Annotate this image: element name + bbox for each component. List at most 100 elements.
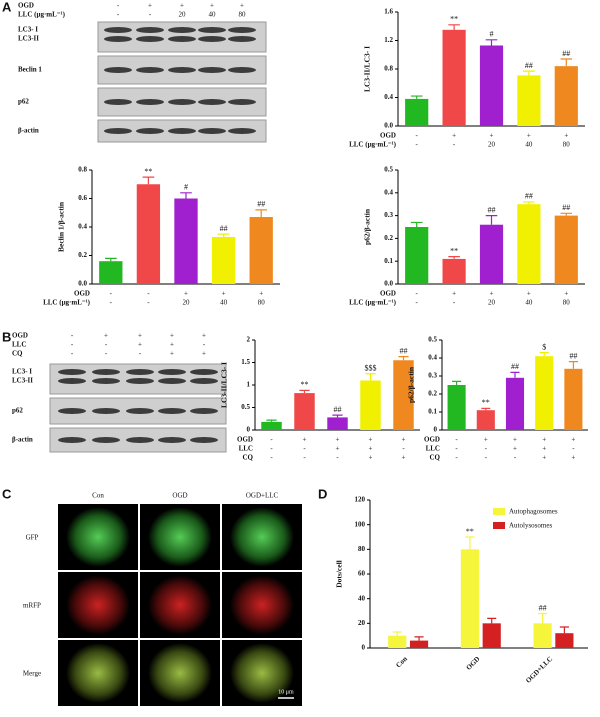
condition-value: +: [148, 2, 152, 10]
condition-label: LLC: [12, 341, 26, 349]
band: [228, 67, 256, 73]
condition-value: +: [184, 290, 188, 298]
condition-value: +: [222, 290, 226, 298]
y-tick-label: 1.6: [384, 8, 393, 16]
condition-value: -: [71, 341, 74, 349]
condition-label: LLC (μg·mL⁻¹): [349, 299, 397, 307]
condition-value: +: [564, 132, 568, 140]
band: [168, 128, 196, 134]
y-axis-title: p62/β-actin: [363, 208, 372, 245]
condition-value: +: [571, 454, 575, 462]
bar: [388, 635, 407, 648]
x-tick-label: OGD: [465, 655, 482, 672]
condition-value: +: [180, 2, 184, 10]
condition-value: +: [210, 2, 214, 10]
y-tick-label: 40: [358, 594, 366, 602]
panel-label: C: [2, 486, 12, 501]
condition-value: 80: [258, 299, 266, 307]
condition-value: +: [303, 436, 307, 444]
band-label: LC3-II: [18, 35, 39, 43]
condition-value: -: [147, 290, 150, 298]
bar: [294, 393, 315, 430]
condition-label: CQ: [430, 454, 441, 462]
annotation: $$$: [365, 364, 377, 373]
annotation: ##: [511, 362, 519, 371]
condition-value: +: [336, 436, 340, 444]
cell: [66, 507, 130, 567]
band: [92, 408, 120, 414]
band-label: p62: [18, 98, 29, 106]
condition-value: +: [402, 436, 406, 444]
band: [158, 378, 186, 384]
error-bar: [398, 356, 409, 361]
band: [126, 378, 154, 384]
band: [158, 408, 186, 414]
error-bar: [266, 419, 277, 422]
condition-value: +: [542, 436, 546, 444]
bar: [517, 204, 541, 284]
y-tick-label: 0.4: [78, 223, 87, 231]
condition-value: +: [513, 445, 517, 453]
y-tick-label: 100: [355, 520, 366, 528]
condition-value: -: [514, 454, 517, 462]
condition-value: 20: [179, 11, 187, 19]
condition-value: -: [416, 299, 419, 307]
condition-label: CQ: [12, 350, 23, 358]
error-bar: [414, 636, 424, 641]
condition-value: 40: [209, 11, 217, 19]
bar: [211, 236, 236, 284]
error-bar: [299, 389, 310, 394]
annotation: ##: [525, 61, 533, 70]
condition-value: +: [542, 454, 546, 462]
condition-value: -: [71, 332, 74, 340]
panel-label: A: [2, 0, 12, 14]
band: [104, 27, 132, 33]
condition-value: -: [453, 141, 456, 149]
y-tick-label: 0.4: [428, 354, 437, 362]
condition-label: OGD: [12, 332, 28, 340]
annotation: **: [301, 380, 309, 389]
condition-value: -: [402, 445, 405, 453]
y-axis-title: LC3-II/LC3- I: [220, 362, 229, 408]
band: [136, 99, 164, 105]
band: [228, 27, 256, 33]
condition-value: +: [336, 445, 340, 453]
y-tick-label: 0.3: [428, 372, 437, 380]
row-label: GFP: [26, 534, 39, 542]
error-bar: [142, 176, 155, 185]
panel-label: B: [2, 329, 11, 344]
band: [136, 128, 164, 134]
band: [228, 99, 256, 105]
condition-value: +: [259, 290, 263, 298]
condition-value: +: [202, 350, 206, 358]
condition-value: +: [571, 436, 575, 444]
band: [126, 437, 154, 443]
legend-swatch: [493, 522, 505, 529]
annotation: ##: [334, 405, 342, 414]
error-bar: [410, 95, 423, 99]
condition-value: 80: [239, 11, 247, 19]
error-bar: [510, 371, 520, 378]
legend-label: Autolysosomes: [509, 522, 552, 530]
x-tick-label: OGD+LLC: [524, 655, 554, 685]
band: [126, 369, 154, 375]
band-label: β-actin: [18, 127, 39, 135]
condition-value: -: [455, 454, 458, 462]
y-tick-label: 2: [247, 336, 251, 344]
condition-value: -: [105, 341, 108, 349]
band: [92, 378, 120, 384]
condition-label: LLC (μg·mL⁻¹): [349, 141, 397, 149]
condition-value: +: [452, 132, 456, 140]
error-bar: [448, 256, 460, 259]
annotation: ##: [400, 346, 408, 355]
bar: [442, 258, 466, 284]
bar: [447, 385, 466, 430]
legend-label: Autophagosomes: [509, 508, 558, 516]
cell: [148, 643, 212, 703]
condition-value: -: [139, 350, 142, 358]
y-tick-label: 0.5: [241, 403, 250, 411]
condition-value: +: [202, 332, 206, 340]
y-tick-label: 80: [358, 545, 366, 553]
legend-swatch: [493, 508, 505, 515]
condition-value: +: [484, 436, 488, 444]
